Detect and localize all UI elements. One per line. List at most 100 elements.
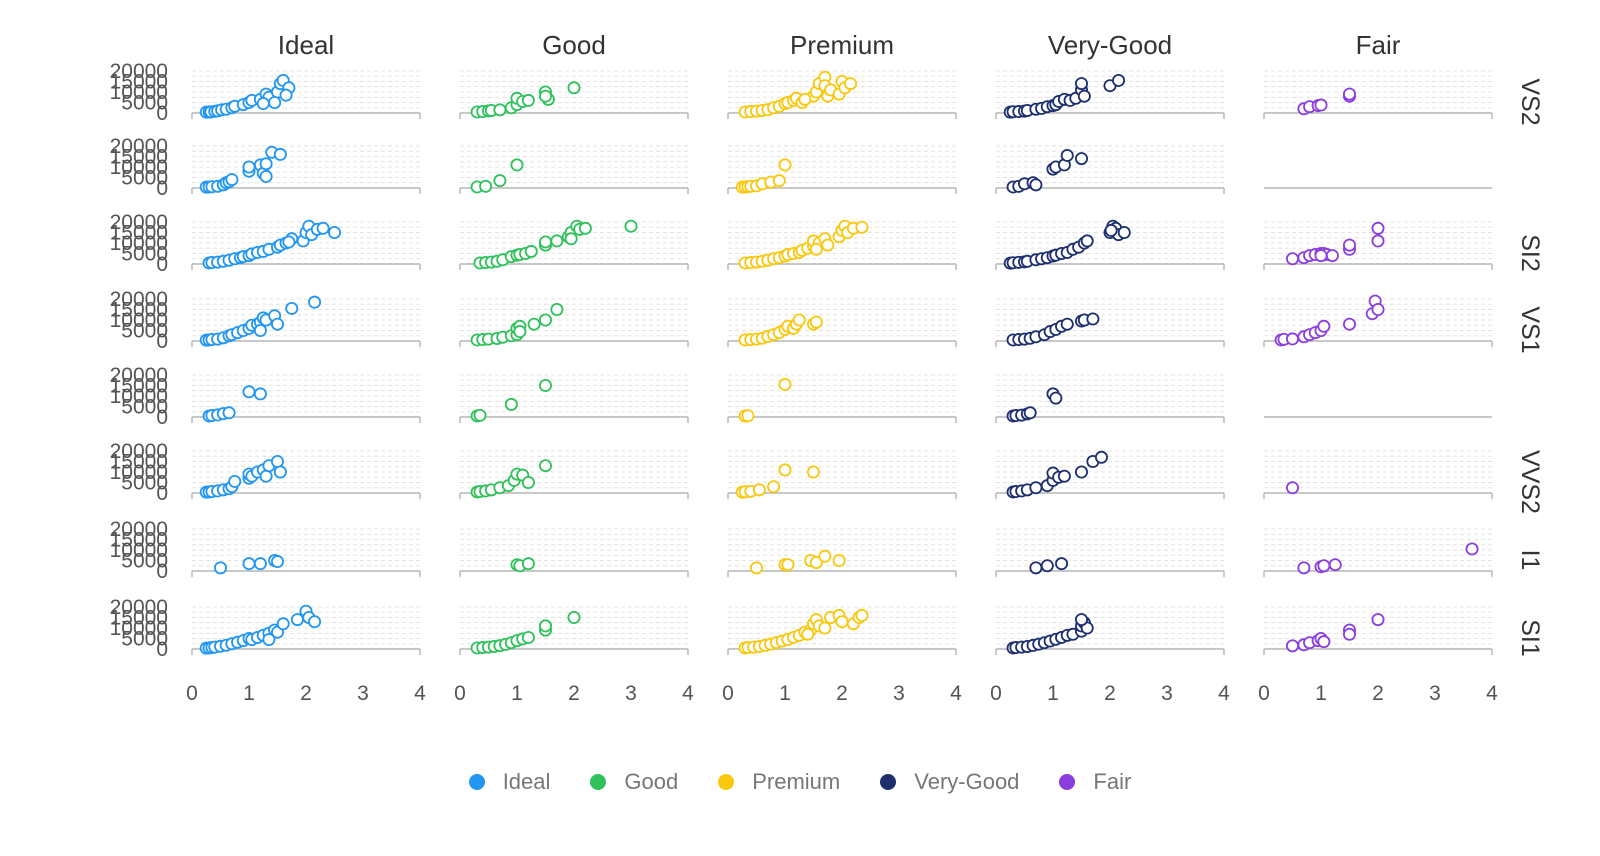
scatter-point <box>778 463 792 477</box>
scatter-point <box>1314 249 1328 263</box>
scatter-point <box>473 408 487 422</box>
faceted-scatter-chart: Ideal Good Premium Very-Good Fair VS2SI2VS1V… <box>110 30 1544 705</box>
x-tick-label: 4 <box>1218 682 1230 705</box>
scatter-point <box>1314 98 1328 112</box>
row-title: I1 <box>1516 550 1544 571</box>
scatter-point <box>276 617 290 631</box>
row-title: VS1 <box>1516 306 1544 353</box>
scatter-point <box>835 615 849 629</box>
column-title: Fair <box>1356 30 1401 60</box>
y-tick-label: 20000 <box>110 364 168 387</box>
scatter-point <box>1286 252 1300 266</box>
scatter-point <box>270 555 284 569</box>
x-tick-label: 3 <box>1161 682 1173 705</box>
panel <box>995 219 1225 270</box>
scatter-point <box>504 397 518 411</box>
column-title: Ideal <box>278 30 334 60</box>
legend-swatch <box>880 774 897 790</box>
scatter-point <box>1328 558 1342 572</box>
y-tick-label: 10000 <box>110 461 168 484</box>
scatter-point <box>316 221 330 235</box>
panel <box>1263 450 1493 499</box>
x-tick-label: 1 <box>779 682 791 705</box>
panel <box>727 298 957 347</box>
scatter-point <box>539 89 553 103</box>
y-tick-label: 5000 <box>121 550 168 573</box>
scatter-point <box>1343 238 1357 252</box>
panel <box>727 528 957 577</box>
y-tick-label: 20000 <box>110 288 168 311</box>
scatter-point <box>809 242 823 256</box>
scatter-point <box>821 238 835 252</box>
y-tick-label: 0 <box>156 102 168 125</box>
y-tick-label: 0 <box>156 330 168 353</box>
x-tick-label: 2 <box>300 682 312 705</box>
x-tick-label: 3 <box>1429 682 1441 705</box>
x-tick-label: 0 <box>990 682 1002 705</box>
scatter-point <box>521 557 535 571</box>
scatter-point <box>564 232 578 246</box>
scatter-point <box>1286 639 1300 653</box>
legend-label: Very-Good <box>914 769 1020 794</box>
x-tick-label: 0 <box>186 682 198 705</box>
scatter-point <box>1075 613 1089 627</box>
legend-item[interactable]: Fair <box>1059 769 1131 795</box>
scatter-point <box>844 77 858 91</box>
y-tick-label: 10000 <box>110 156 168 179</box>
column-title: Very-Good <box>1048 30 1172 60</box>
scatter-point <box>1286 481 1300 495</box>
y-tick-label: 0 <box>156 177 168 200</box>
row-title: VVS2 <box>1516 450 1544 514</box>
scatter-point <box>1371 221 1385 235</box>
x-tick-label: 0 <box>1258 682 1270 705</box>
scatter-point <box>259 169 273 183</box>
scatter-point <box>567 611 581 625</box>
scatter-point <box>213 561 227 575</box>
y-tick-label: 20000 <box>110 60 168 83</box>
x-tick-label: 3 <box>357 682 369 705</box>
y-tick-label: 10000 <box>110 309 168 332</box>
scatter-point <box>242 557 256 571</box>
panel <box>459 606 689 655</box>
panel <box>1263 70 1493 119</box>
panel <box>727 374 957 423</box>
scatter-point <box>256 97 270 111</box>
y-tick-label: 5000 <box>121 320 168 343</box>
scatter-point <box>285 301 299 315</box>
legend-label: Ideal <box>502 769 551 794</box>
scatter-point <box>567 81 581 95</box>
y-tick-label: 15000 <box>110 607 168 630</box>
scatter-point <box>1104 223 1118 237</box>
scatter-point <box>801 627 815 641</box>
scatter-point <box>1029 178 1043 192</box>
scatter-point <box>242 160 256 174</box>
legend-swatch <box>1059 774 1076 790</box>
scatter-point <box>524 244 538 258</box>
panel <box>459 219 689 270</box>
scatter-point <box>798 92 812 106</box>
panel <box>1263 294 1493 347</box>
scatter-point <box>855 220 869 234</box>
y-tick-label: 5000 <box>121 472 168 495</box>
scatter-point <box>259 469 273 483</box>
panel <box>995 298 1225 347</box>
legend-item[interactable]: Premium <box>718 769 840 795</box>
row-title: SI1 <box>1516 619 1544 657</box>
legend-item[interactable]: Ideal <box>468 769 551 795</box>
scatter-point <box>1040 559 1054 573</box>
legend-item[interactable]: Good <box>590 769 678 795</box>
legend-item[interactable]: Very-Good <box>880 769 1019 795</box>
scatter-point <box>513 325 527 339</box>
scatter-point <box>1086 312 1100 326</box>
scatter-point <box>1117 225 1131 239</box>
panel <box>995 70 1225 119</box>
scatter-point <box>521 630 535 644</box>
x-axes: 0 1 2 3 4 0 1 2 3 4 0 1 2 3 4 0 1 2 3 4 0 1 2 3 4 <box>186 682 1498 705</box>
panel <box>727 606 957 655</box>
y-tick-label: 0 <box>156 638 168 661</box>
scatter-point <box>527 317 541 331</box>
y-tick-label: 15000 <box>110 529 168 552</box>
x-tick-label: 1 <box>1315 682 1327 705</box>
